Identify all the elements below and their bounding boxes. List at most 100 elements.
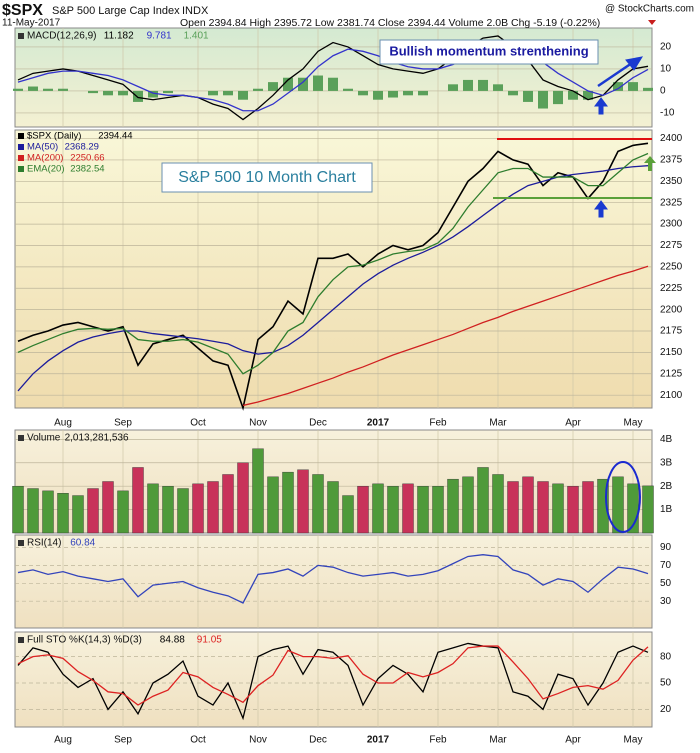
legend-value: 2394.44 (98, 131, 132, 142)
volume-bar (447, 478, 459, 534)
volume-bar (432, 485, 444, 534)
x-tick-label: Oct (190, 735, 206, 746)
volume-bar (402, 483, 414, 534)
y-tick-label: 80 (660, 651, 672, 662)
volume-bar (162, 485, 174, 534)
y-tick-label: 10 (660, 64, 672, 75)
y-tick-label: -10 (660, 108, 675, 119)
histogram-bar (388, 90, 398, 98)
legend-value: 2250.66 (70, 153, 104, 164)
x-tick-label: Dec (309, 418, 327, 429)
volume-bar (267, 476, 279, 534)
legend-value: 9.781 (147, 31, 172, 42)
volume-bar (192, 483, 204, 534)
histogram-bar (508, 90, 518, 96)
plot-area: -10 0 10 20 MACD(12,26,9) 11.182 9.781 1.401 210… (12, 28, 683, 746)
series-line (17, 35, 649, 121)
legend-swatch (18, 166, 24, 172)
y-tick-label: 2250 (660, 262, 683, 273)
histogram-bar (58, 88, 68, 91)
volume-bar (327, 481, 339, 534)
volume-bar (282, 471, 294, 534)
y-tick-label: 2100 (660, 390, 683, 401)
x-tick-label: 2017 (367, 735, 390, 746)
histogram-bar (28, 86, 38, 91)
x-tick-label: Nov (249, 735, 267, 746)
panel-title: RSI(14) (27, 538, 61, 549)
histogram-bar (238, 90, 248, 100)
legend-swatch (18, 144, 24, 150)
histogram-bar (163, 90, 173, 94)
x-tick-label: Mar (489, 418, 507, 429)
histogram-bar (13, 88, 23, 91)
legend-swatch (18, 155, 24, 161)
volume-bar (147, 483, 159, 534)
histogram-bar (493, 84, 503, 91)
volume-bar (492, 474, 504, 534)
histogram-bar (643, 87, 653, 91)
y-tick-label: 2275 (660, 240, 683, 251)
y-tick-label: 2350 (660, 176, 683, 187)
legend-label: EMA(20) (27, 164, 64, 175)
legend-value: 11.182 (104, 31, 134, 42)
series-line (17, 642, 649, 721)
x-tick-label: Mar (489, 735, 507, 746)
volume-bar (342, 495, 354, 534)
volume-bar (87, 488, 99, 534)
index-name: S&P 500 Large Cap Index (52, 5, 180, 17)
legend-swatch (18, 33, 24, 39)
histogram-bar (403, 90, 413, 96)
x-tick-label: May (624, 418, 643, 429)
x-tick-label: Dec (309, 735, 327, 746)
histogram-bar (133, 90, 143, 102)
panel (14, 631, 653, 728)
annotation-box (161, 162, 373, 193)
source: @ StockCharts.com (605, 4, 694, 15)
x-tick-label: Aug (54, 735, 72, 746)
histogram-bar (613, 82, 623, 91)
volume-bar (312, 474, 324, 534)
legend-swatch (18, 435, 24, 441)
histogram-bar (148, 90, 158, 98)
legend-value: 2382.54 (70, 164, 104, 175)
volume-bar (177, 488, 189, 534)
histogram-bar (538, 90, 548, 109)
y-tick-label: 2B (660, 481, 673, 492)
date: 11-May-2017 (2, 18, 61, 29)
series-line (17, 165, 649, 392)
volume-bar (102, 481, 114, 534)
x-tick-label: May (624, 735, 643, 746)
volume-bar (477, 467, 489, 534)
annotation: Bullish momentum strenthening (389, 43, 588, 58)
legend-value: 60.84 (70, 538, 95, 549)
volume-bar (582, 481, 594, 534)
volume-bar (387, 485, 399, 534)
y-tick-label: 2150 (660, 347, 683, 358)
stats: Open 2394.84 High 2395.72 Low 2381.74 Cl… (180, 17, 600, 29)
histogram-bar (298, 77, 308, 91)
volume-bar (597, 478, 609, 534)
histogram-bar (343, 88, 353, 91)
legend-value: 2368.29 (65, 142, 99, 153)
x-tick-label: Oct (190, 418, 206, 429)
arrow (644, 156, 656, 171)
legend-value: 91.05 (197, 635, 222, 646)
annotation: S&P 500 10 Month Chart (178, 169, 356, 186)
legend-value: 1.401 (184, 31, 209, 42)
volume-bar (297, 469, 309, 534)
y-tick-label: 20 (660, 42, 672, 53)
histogram-bar (268, 82, 278, 91)
volume-bar (207, 481, 219, 534)
x-tick-label: Aug (54, 418, 72, 429)
volume-bar (252, 448, 264, 534)
histogram-bar (118, 90, 128, 96)
legend-label: MA(200) (27, 153, 63, 164)
y-tick-label: 2300 (660, 219, 683, 230)
histogram-bar (313, 75, 323, 91)
symbol: $SPX (2, 2, 43, 19)
y-tick-label: 30 (660, 596, 672, 607)
histogram-bar (373, 90, 383, 100)
legend-swatch (18, 540, 24, 546)
histogram-bar (568, 90, 578, 100)
